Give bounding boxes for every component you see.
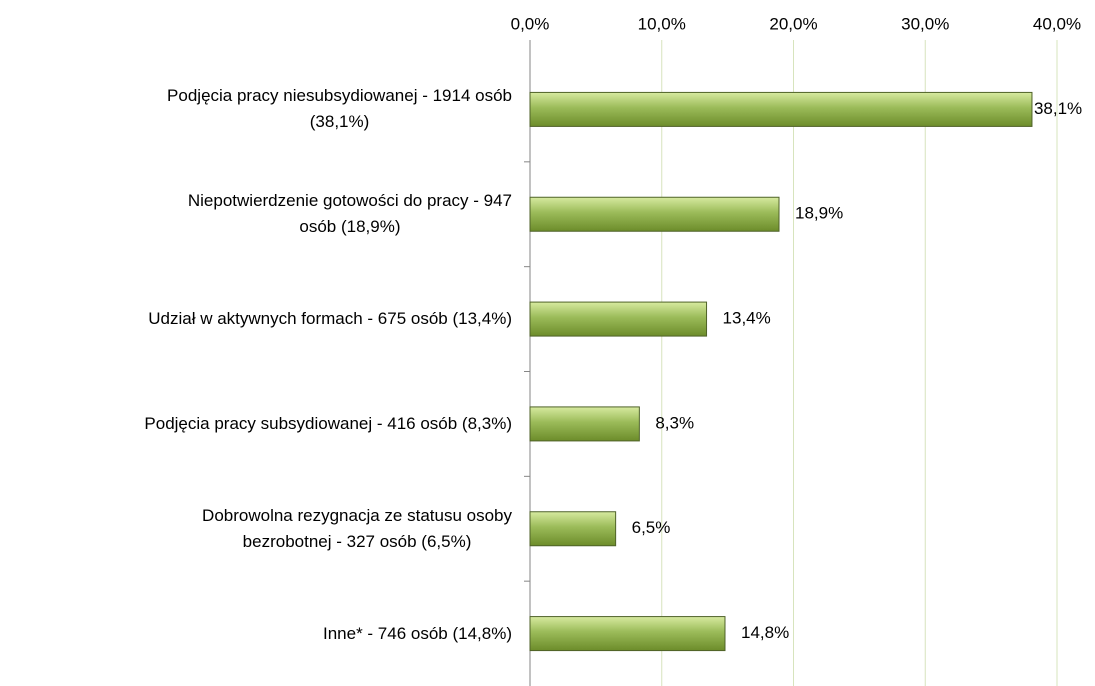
- category-text: Udział w aktywnych formach - 675 osób (1…: [148, 309, 512, 329]
- bar: [529, 196, 780, 232]
- category-label: Niepotwierdzenie gotowości do pracy - 94…: [0, 188, 512, 240]
- bar: [529, 91, 1033, 127]
- x-tick-label: 20,0%: [769, 14, 817, 33]
- x-tick-label: 0,0%: [511, 14, 550, 33]
- category-text: Inne* - 746 osób (14,8%): [322, 623, 512, 643]
- bar: [529, 616, 726, 652]
- category-text: Podjęcia pracy niesubsydiowanej - 1914 o…: [167, 86, 512, 132]
- category-label: Inne* - 746 osób (14,8%): [0, 621, 512, 647]
- value-label: 8,3%: [655, 413, 694, 432]
- value-label: 18,9%: [795, 204, 843, 223]
- x-tick-label: 30,0%: [901, 14, 949, 33]
- bar: [529, 301, 708, 337]
- category-label: Udział w aktywnych formach - 675 osób (1…: [0, 306, 512, 332]
- category-text: Dobrowolna rezygnacja ze statusu osoby b…: [202, 505, 512, 551]
- category-text: Niepotwierdzenie gotowości do pracy - 94…: [187, 191, 512, 237]
- category-label: Dobrowolna rezygnacja ze statusu osoby b…: [0, 503, 512, 555]
- bar: [529, 406, 640, 442]
- value-label: 13,4%: [723, 309, 771, 328]
- category-label: Podjęcia pracy subsydiowanej - 416 osób …: [0, 411, 512, 437]
- x-tick-label: 40,0%: [1033, 14, 1081, 33]
- value-label: 6,5%: [632, 518, 671, 537]
- category-label: Podjęcia pracy niesubsydiowanej - 1914 o…: [0, 83, 512, 135]
- value-label: 14,8%: [741, 623, 789, 642]
- x-tick-label: 10,0%: [638, 14, 686, 33]
- bar: [529, 511, 617, 547]
- value-label: 38,1%: [1034, 99, 1082, 118]
- category-text: Podjęcia pracy subsydiowanej - 416 osób …: [144, 413, 512, 433]
